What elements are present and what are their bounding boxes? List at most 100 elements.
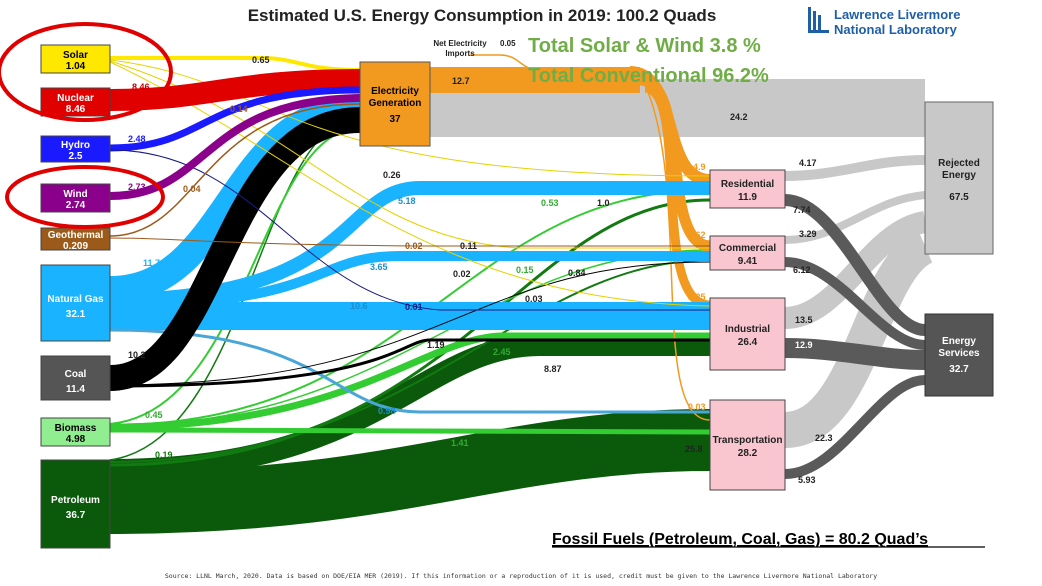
- label-bio-trans: 1.41: [451, 438, 469, 448]
- source-box-petroleum: [40, 459, 111, 549]
- electricity-label-1: Electricity: [371, 86, 419, 97]
- label-solar-com: 0.11: [460, 241, 477, 251]
- sector-box-industrial: [709, 297, 786, 371]
- conventional-note: Total Conventional 96.2%: [528, 65, 769, 87]
- label-hydro-elec: 2.48: [128, 134, 146, 144]
- flow-coal-elec: [108, 107, 361, 391]
- flow-coal-ind: [109, 338, 710, 388]
- highlight-circle-wind: [5, 165, 165, 229]
- services-label-1: Energy: [942, 336, 976, 347]
- flow-petro-com: [109, 259, 711, 463]
- source-box-natural_gas: [40, 264, 111, 342]
- source-name-natural_gas: Natural Gas: [47, 294, 104, 305]
- flow-ind-rejected: [783, 211, 928, 329]
- source-value-biomass: 4.98: [66, 434, 86, 445]
- imports-value: 0.05: [500, 39, 516, 48]
- sector-value-industrial: 26.4: [738, 337, 758, 348]
- flow-hydro-ind: [109, 149, 710, 311]
- source-box-nuclear: [40, 87, 111, 117]
- llnl-logo: Lawrence Livermore National Laboratory: [808, 7, 960, 37]
- source-note: Source: LLNL March, 2020. Data is based …: [165, 572, 877, 580]
- source-value-geothermal: 0.209: [63, 241, 88, 252]
- source-name-solar: Solar: [63, 50, 88, 61]
- label-elec-trans: 0.03: [688, 402, 706, 412]
- label-nuclear-elec: 8.46: [132, 82, 150, 92]
- sector-node-commercial: Commercial 9.41: [709, 235, 786, 271]
- flow-coal-com: [109, 261, 711, 386]
- rejected-label-1: Rejected: [938, 158, 980, 169]
- source-node-natural_gas: Natural Gas 32.1: [40, 264, 111, 342]
- highlight-circle-solar-nuclear: [0, 22, 173, 122]
- flow-geo-com: [109, 237, 710, 247]
- sector-node-industrial: Industrial 26.4: [709, 297, 786, 371]
- imports-label-1: Net Electricity: [433, 39, 487, 48]
- source-name-nuclear: Nuclear: [57, 93, 94, 104]
- flow-petro-ind: [109, 334, 710, 481]
- services-box: [924, 313, 994, 397]
- sector-value-commercial: 9.41: [738, 256, 758, 267]
- source-value-coal: 11.4: [66, 384, 85, 395]
- logo-line-2: National Laboratory: [834, 22, 958, 37]
- flow-imports: [470, 54, 541, 71]
- imports-label-2: Imports: [445, 49, 475, 58]
- flow-nuclear-elec: [109, 69, 361, 111]
- source-name-coal: Coal: [65, 369, 87, 380]
- flow-com-services: [784, 257, 926, 350]
- flow-elec-ind: [643, 83, 711, 310]
- rejected-label-2: Energy: [942, 170, 976, 181]
- label-geo-other: 0.04: [183, 184, 201, 194]
- label-geo-com: 0.02: [405, 241, 423, 251]
- sector-name-residential: Residential: [721, 179, 775, 190]
- flow-wind-elec: [109, 94, 361, 200]
- source-name-geothermal: Geothermal: [48, 230, 104, 241]
- net-imports: Net Electricity Imports 0.05: [433, 39, 516, 58]
- flow-solar-res: [109, 59, 711, 177]
- label-com-rej: 3.29: [799, 229, 817, 239]
- label-res-rej: 4.17: [799, 158, 817, 168]
- source-box-coal: [40, 355, 111, 401]
- label-petro-res: 1.0: [597, 198, 610, 208]
- label-petro-trans: 25.8: [685, 444, 703, 454]
- rejected-box: [924, 101, 994, 255]
- label-elec-ind: 3.25: [688, 292, 706, 302]
- electricity-label-2: Generation: [369, 98, 422, 109]
- rejected-value: 67.5: [949, 192, 969, 203]
- source-value-petroleum: 36.7: [66, 510, 86, 521]
- label-coal-ind: 1.19: [427, 340, 445, 350]
- fossil-note: Fossil Fuels (Petroleum, Coal, Gas) = 80…: [552, 531, 928, 548]
- rejected-node: Rejected Energy 67.5: [924, 101, 994, 255]
- source-value-nuclear: 8.46: [66, 104, 86, 115]
- solar-wind-note: Total Solar & Wind 3.8 %: [528, 35, 761, 57]
- label-elec-res: 4.9: [693, 162, 706, 172]
- sector-name-commercial: Commercial: [719, 243, 776, 254]
- label-elec-rejected: 24.2: [730, 112, 748, 122]
- label-ind-srv: 12.9: [795, 340, 813, 350]
- source-box-solar: [40, 44, 111, 74]
- flow-petro-res: [109, 198, 711, 467]
- label-bio-elec: 0.45: [145, 410, 163, 420]
- label-geo-elec: 0.14: [230, 104, 248, 114]
- flow-com-rejected: [784, 191, 926, 244]
- flow-trans-services: [784, 375, 926, 479]
- flow-labels: 0.65 8.46 2.48 2.73 0.14 0.04 11.7 10.2 …: [128, 55, 833, 485]
- flow-res-services: [784, 194, 926, 336]
- source-node-petroleum: Petroleum 36.7: [40, 459, 111, 549]
- label-solar-elec: 0.65: [252, 55, 270, 65]
- services-label-2: Services: [938, 348, 980, 359]
- flow-petro-trans: [109, 409, 711, 534]
- llnl-mark-icon: [808, 7, 829, 33]
- flow-geo-elec: [109, 103, 361, 237]
- label-ind-rej: 13.5: [795, 315, 813, 325]
- services-value: 32.7: [949, 364, 969, 375]
- sector-box-commercial: [709, 235, 786, 271]
- flow-ind-services: [784, 338, 926, 370]
- flow-solar-elec: [110, 56, 361, 72]
- electricity-node: Electricity Generation 37: [359, 61, 431, 147]
